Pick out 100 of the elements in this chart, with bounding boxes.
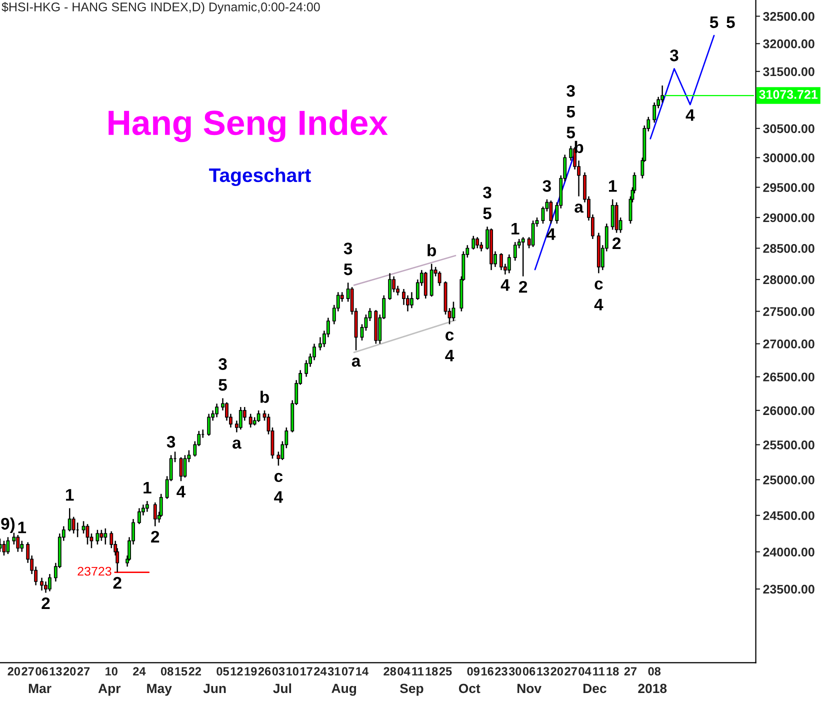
x-tick-label: 06 [522,667,536,676]
annotation: 5 [344,264,352,276]
annotation: a [232,440,242,449]
annotation: 2 [151,530,160,542]
x-tick-label: 27 [22,667,34,676]
y-tick-label: 32000.00 [763,39,814,48]
x2-tick-label: Nov [517,684,542,694]
x2-tick-label: Mar [28,684,52,694]
x-tick-label: 27 [77,667,90,676]
x-tick-label: 13 [537,667,550,676]
y-tick-label: 32500.00 [763,12,814,21]
x2-tick-label: May [147,684,172,696]
candlestick [610,198,614,230]
y-tick-label: 27000.00 [763,340,814,348]
y-tick-label: 29500.00 [763,183,814,192]
candlestick [424,271,428,300]
candlestick [438,270,442,286]
x2-tick-label: Jul [273,683,292,694]
x2-tick-label: Aug [332,684,356,696]
y-tick-label: 23500.00 [763,584,814,594]
annotation: 5 [566,106,575,118]
x2-tick-label: 2018 [638,684,667,694]
x-tick-label: 16 [481,667,494,676]
x-tick-label: 03 [272,667,285,676]
x2-tick-label: Sep [400,684,424,696]
y-tick-label: 30000.00 [763,153,814,162]
annotation: 3 [670,49,678,62]
annotation: 5 [218,379,227,391]
x-tick-label: 24 [133,667,146,676]
x-tick-label: 24 [314,667,327,676]
candlestick [153,502,157,527]
x2-tick-label: Dec [583,684,606,694]
candlestick [215,403,219,418]
annotation: 4 [176,486,186,498]
x-tick-label: 17 [300,667,312,676]
annotation: 5 [726,16,735,28]
candlestick [248,413,252,428]
annotation: 4 [686,109,695,121]
annotation: 4 [274,491,283,503]
annotation: 4 [500,279,510,291]
x-tick-label: 20 [63,667,76,676]
x-tick-label: 04 [578,667,592,676]
candlestick [472,235,476,250]
annotation: 2 [519,280,528,293]
candlestick [207,413,211,436]
x-tick-label: 22 [188,667,202,676]
candlestick [410,292,414,309]
annotation: 5 [710,16,718,28]
candlestick [480,241,484,252]
annotation: 1 [512,222,520,234]
candlestick [68,508,72,532]
annotation: 1 [66,489,74,501]
x-tick-label: 23 [495,667,508,676]
x-tick-label: 08 [648,667,661,676]
x-tick-label: 18 [426,667,438,676]
candlestick [476,236,480,249]
x-tick-label: 09 [467,667,480,676]
candlestick [388,272,392,300]
x-tick-label: 20 [550,667,563,676]
y-tick-label: 26500.00 [763,372,814,382]
annotation: 9) [1,517,15,533]
annotation: 5 [566,126,575,138]
annotation: c [446,332,454,341]
x-tick-label: 27 [624,667,637,676]
x-tick-label: 15 [175,667,188,676]
annotation: 3 [483,186,492,198]
y-tick-label: 27500.00 [763,307,814,316]
x-tick-label: 19 [244,667,257,676]
y-tick-label: 29000.00 [763,213,814,222]
annotation: 4 [594,298,604,310]
candlestick [96,529,100,546]
x-tick-label: 12 [230,667,243,676]
x-tick-label: 08 [160,667,174,676]
line-series [650,34,715,140]
candlestick [521,236,525,277]
annotation: 3 [566,84,575,97]
candlestick [16,534,20,552]
ref-line-label: 23723 [78,566,112,576]
x-tick-label: 18 [606,667,619,676]
y-tick-label: 28000.00 [763,275,814,284]
annotation: 3 [344,242,352,254]
annotation: 3 [166,436,176,448]
x-tick-label: 14 [356,667,368,676]
annotation: 3 [218,358,227,370]
annotation: 1 [144,482,152,494]
x-tick-label: 06 [36,667,48,676]
annotation: c [594,280,603,290]
candlestick [20,540,24,552]
x-tick-label: 31 [328,667,340,676]
candlestick [138,508,141,525]
candlestick [145,500,149,512]
annotation: 2 [612,237,621,250]
annotation: $HSI-HKG - HANG SENG INDEX,D) Dynamic,0:00-24:00 [2,2,320,14]
candlestick [40,577,44,592]
candlestick [256,410,260,423]
annotation: a [574,204,584,213]
candlestick [48,573,52,592]
annotation: 5 [483,208,492,220]
candlestick [82,520,86,534]
candlestick [6,536,10,555]
